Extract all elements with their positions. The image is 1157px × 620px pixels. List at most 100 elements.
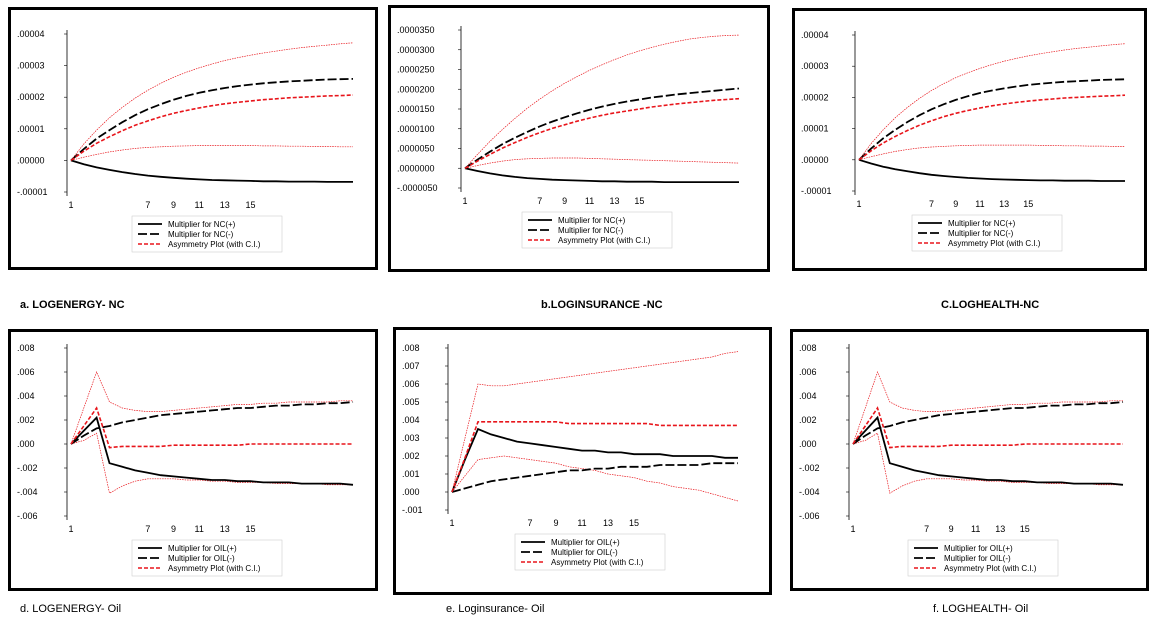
legend-label: Multiplier for NC(+) [948,219,1016,228]
y-tick-label: .00001 [17,124,45,134]
x-tick-label: 15 [1020,524,1030,534]
legend-label: Multiplier for OIL(+) [551,538,620,547]
ci-band-line [70,145,353,161]
x-tick-label: 7 [537,196,542,206]
legend-label: Multiplier for OIL(-) [168,554,235,563]
x-tick-label: 7 [924,524,929,534]
legend-label: Asymmetry Plot (with C.I.) [944,564,1037,573]
chart-svg: .008 .006 .004 .002 .000 -.002 -.004 -.006 1 7 9 11… [799,343,1124,577]
y-tick-label: .008 [17,343,35,353]
x-tick-label: 11 [971,524,980,534]
y-tick-label: .00001 [801,124,829,134]
y-tick-label: .004 [402,415,420,425]
series-line [852,406,1123,449]
series-line [451,427,738,493]
x-tick-label: 9 [949,524,954,534]
chart-svg: .008 .006 .004 .002 .000 -.002 -.004 -.006 1 7 9 11… [17,343,354,577]
x-tick-label: 11 [975,199,984,209]
x-tick-label: 9 [171,200,176,210]
legend-label: Multiplier for NC(-) [168,230,234,239]
ci-band-line [451,351,739,493]
y-tick-label: .006 [799,367,817,377]
series-line [858,78,1126,161]
ci-band-line [70,42,354,161]
legend-label: Multiplier for NC(-) [558,226,624,235]
caption-d: d. LOGENERGY- Oil [20,603,122,615]
y-tick-label: .00003 [801,61,829,71]
chart-panel-loghealth-oil: .008 .006 .004 .002 .000 -.002 -.004 -.006 1 7 9 11… [790,329,1149,591]
series-line [858,158,1125,182]
x-tick-label: 13 [609,196,619,206]
y-tick-label: .006 [402,379,420,389]
x-tick-label: 9 [953,199,958,209]
y-tick-label: .007 [402,361,420,371]
x-tick-label: 13 [995,524,1005,534]
x-tick-label: 15 [634,196,644,206]
y-tick-label: -.002 [799,463,820,473]
x-tick-label: 11 [577,518,586,528]
y-tick-label: -.00001 [801,186,832,196]
chart-panel-loginsurance-oil: .008 .007 .006 .005 .004 .003 .002 .001 .000 -.00… [393,327,772,595]
y-tick-label: .0000250 [397,65,435,75]
x-tick-label: 7 [145,524,150,534]
series-line [464,87,740,170]
legend-label: Asymmetry Plot (with C.I.) [168,564,261,573]
y-tick-label: .004 [799,391,817,401]
y-tick-label: .001 [402,469,420,479]
y-tick-label: .0000350 [397,25,435,35]
legend-label: Asymmetry Plot (with C.I.) [558,236,651,245]
y-tick-label: -.004 [17,487,38,497]
x-tick-label: 11 [195,200,204,210]
y-tick-label: .0000150 [397,104,435,114]
caption-c: C.LOGHEALTH-NC [941,299,1040,311]
y-tick-label: .00002 [801,92,829,102]
series-line [70,415,354,486]
y-tick-label: .00002 [17,92,45,102]
ci-band-line [70,371,353,445]
x-tick-label: 1 [856,199,861,209]
legend-label: Multiplier for NC(+) [558,216,626,225]
y-tick-label: .000 [17,439,35,449]
x-tick-label: 1 [68,524,73,534]
x-tick-label: 1 [850,524,855,534]
y-tick-label: .000 [799,439,817,449]
y-tick-label: -.001 [402,505,423,515]
y-tick-label: .00000 [801,155,829,165]
caption-f: f. LOGHEALTH- Oil [933,603,1029,615]
ci-band-line [852,432,1123,494]
chart-panel-loginsurance-nc: .0000350 .0000300 .0000250 .0000200 .0000150… [388,5,770,272]
chart-panel-loghealth-nc: .00004 .00003 .00002 .00001 .00000 -.00001 1 7 9… [792,8,1147,271]
y-tick-label: .0000100 [397,124,435,134]
ci-band-line [858,144,1125,161]
legend-label: Asymmetry Plot (with C.I.) [948,239,1041,248]
legend-label: Multiplier for NC(-) [948,229,1014,238]
series-line [70,401,354,445]
y-tick-label: .00003 [17,61,45,71]
x-tick-label: 13 [220,200,230,210]
y-tick-label: .00004 [801,30,829,40]
y-tick-label: .00004 [17,29,45,39]
chart-svg: .008 .007 .006 .005 .004 .003 .002 .001 .000 -.00… [402,343,739,571]
series-line [464,167,739,183]
y-tick-label: .005 [402,397,420,407]
y-tick-label: .00000 [17,155,45,165]
x-tick-label: 15 [629,518,639,528]
series-line [464,97,740,169]
chart-svg: .00004 .00003 .00002 .00001 .00000 -.00001 1 7 9… [17,29,354,253]
legend-label: Asymmetry Plot (with C.I.) [551,558,644,567]
legend-label: Multiplier for NC(+) [168,220,236,229]
caption-a: a. LOGENERGY- NC [20,299,125,311]
series-line [858,94,1126,161]
y-tick-label: -.004 [799,487,820,497]
caption-e: e. Loginsurance- Oil [446,603,545,615]
series-line [70,159,353,183]
series-line [70,406,353,449]
ci-band-line [451,455,739,502]
y-tick-label: .006 [17,367,35,377]
y-tick-label: .002 [402,451,420,461]
x-tick-label: 1 [449,518,454,528]
y-tick-label: .000 [402,487,420,497]
ci-band-line [464,157,740,169]
x-tick-label: 15 [245,524,255,534]
legend-label: Multiplier for OIL(+) [168,544,237,553]
